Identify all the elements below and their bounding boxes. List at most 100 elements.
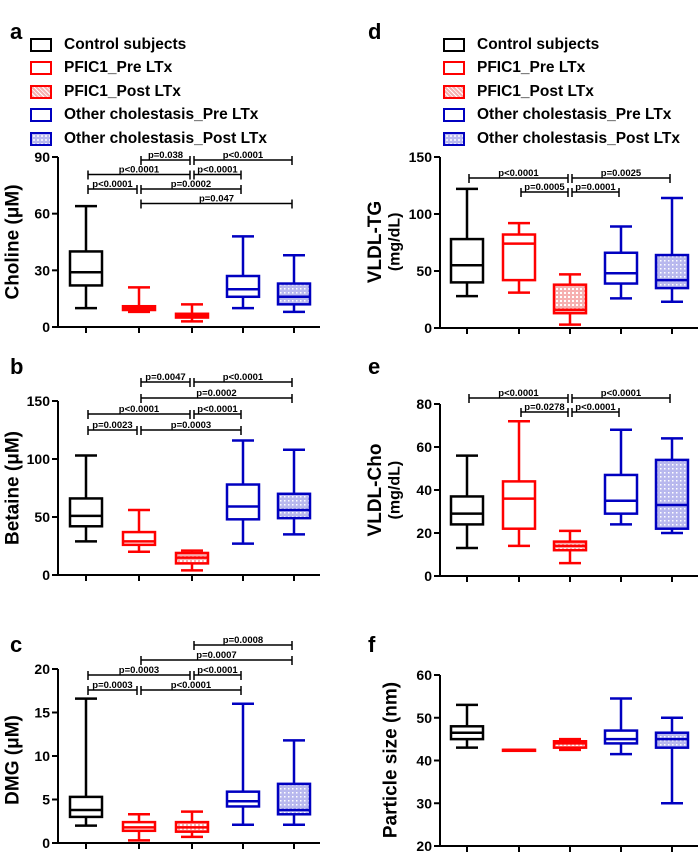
legend-swatch	[30, 84, 52, 99]
y-tick-label: 100	[27, 451, 51, 467]
legend-item: PFIC1_Post LTx	[443, 80, 680, 104]
box-4	[603, 473, 639, 515]
box-4	[225, 483, 261, 521]
box-4	[603, 729, 639, 745]
legend-item: Other cholestasis_Pre LTx	[443, 104, 680, 128]
p-value-label: p=0.0003	[119, 665, 159, 676]
panel-letter-e: e	[368, 354, 381, 379]
p-value-label: p<0.0001	[498, 388, 539, 399]
legend-item: Control subjects	[30, 33, 267, 57]
y-axis-unit: (mg/dL)	[386, 212, 404, 272]
y-tick-label: 90	[34, 149, 50, 165]
p-value-label: p<0.0001	[223, 372, 264, 383]
y-tick-label: 0	[424, 320, 432, 336]
legend-label: PFIC1_Post LTx	[477, 82, 594, 100]
p-value-label: p=0.0005	[524, 182, 565, 193]
y-tick-label: 100	[409, 206, 433, 222]
box-4	[225, 790, 261, 808]
panel-letter-f: f	[368, 632, 376, 657]
y-tick-label: 50	[416, 710, 432, 726]
y-tick-label: 20	[416, 838, 432, 854]
y-axis-title: VLDL-Cho	[364, 443, 386, 537]
box-5	[276, 492, 312, 520]
box-4	[603, 251, 639, 285]
box-1	[449, 495, 485, 526]
y-tick-label: 60	[416, 439, 432, 455]
legend-label: Other cholestasis_Post LTx	[477, 129, 680, 147]
p-value-label: p<0.0001	[223, 150, 264, 161]
p-value-label: p<0.0001	[119, 404, 160, 415]
box-2	[121, 530, 157, 547]
y-axis-title: DMG (μM)	[2, 715, 24, 805]
box-3	[552, 283, 588, 315]
y-tick-label: 150	[27, 393, 51, 409]
p-value-label: p<0.0001	[601, 388, 642, 399]
y-tick-label: 150	[409, 149, 433, 165]
legend-item: PFIC1_Pre LTx	[30, 57, 267, 81]
p-value-label: p<0.0001	[197, 165, 238, 176]
y-tick-label: 15	[34, 705, 50, 721]
legend-label: Other cholestasis_Post LTx	[64, 129, 267, 147]
legend-swatch	[443, 37, 465, 52]
legend-item: Control subjects	[443, 33, 680, 57]
y-axis-label: Betaine (μM)	[2, 430, 25, 546]
p-value-label: p=0.047	[199, 194, 234, 205]
panel-letter-a: a	[10, 19, 23, 44]
p-value-label: p=0.038	[148, 150, 183, 161]
y-tick-label: 30	[34, 262, 50, 278]
y-tick-label: 0	[42, 567, 50, 583]
p-value-label: p<0.0001	[498, 168, 539, 179]
y-tick-label: 40	[416, 753, 432, 769]
y-tick-label: 20	[416, 525, 432, 541]
legend-item: PFIC1_Pre LTx	[443, 57, 680, 81]
p-value-label: p=0.0008	[223, 635, 263, 646]
p-value-label: p=0.0003	[92, 680, 132, 691]
legend-item: Other cholestasis_Post LTx	[30, 127, 267, 151]
legend-right: Control subjects PFIC1_Pre LTx PFIC1_Post …	[443, 33, 680, 151]
box-2	[501, 480, 537, 530]
y-tick-label: 5	[42, 792, 50, 808]
legend-swatch	[30, 108, 52, 123]
p-value-label: p=0.0278	[524, 402, 564, 413]
legend-label: PFIC1_Post LTx	[64, 82, 181, 100]
legend-label: Other cholestasis_Pre LTx	[64, 106, 259, 124]
legend-left: Control subjects PFIC1_Pre LTx PFIC1_Post …	[30, 33, 267, 151]
p-value-label: p=0.0007	[196, 650, 236, 661]
p-value-label: p<0.0001	[119, 165, 160, 176]
y-axis-title: Particle size (nm)	[380, 681, 402, 839]
p-value-label: p=0.0025	[601, 168, 642, 179]
legend-label: Control subjects	[64, 35, 187, 53]
y-tick-label: 50	[416, 263, 432, 279]
y-tick-label: 40	[416, 482, 432, 498]
y-axis-unit: (mg/dL)	[386, 460, 404, 520]
legend-swatch	[443, 108, 465, 123]
y-tick-label: 0	[424, 568, 432, 584]
box-4	[225, 274, 261, 299]
y-axis-label: DMG (μM)	[2, 715, 25, 805]
y-tick-label: 60	[34, 206, 50, 222]
y-axis-title: Choline (μM)	[2, 184, 24, 300]
y-tick-label: 0	[42, 319, 50, 335]
y-axis-label: VLDL-Cho (mg/dL)	[364, 443, 404, 537]
y-axis-label: Choline (μM)	[2, 184, 25, 300]
legend-label: PFIC1_Pre LTx	[64, 59, 173, 77]
y-tick-label: 30	[416, 795, 432, 811]
legend-label: Other cholestasis_Pre LTx	[477, 106, 672, 124]
p-value-label: p<0.0001	[171, 680, 212, 691]
y-tick-label: 20	[34, 661, 50, 677]
box-5	[654, 253, 690, 290]
y-tick-label: 10	[34, 748, 50, 764]
panel-letter-b: b	[10, 354, 24, 379]
p-value-label: p=0.0002	[171, 179, 211, 190]
y-axis-title: Betaine (μM)	[2, 430, 24, 546]
box-5	[276, 282, 312, 306]
panel-letter-d: d	[368, 19, 382, 44]
legend-swatch	[30, 37, 52, 52]
y-axis-title: VLDL-TG	[364, 200, 386, 284]
y-tick-label: 50	[34, 509, 50, 525]
legend-item: Other cholestasis_Post LTx	[443, 127, 680, 151]
box-1	[68, 497, 104, 528]
y-tick-label: 0	[42, 835, 50, 851]
box-1	[68, 250, 104, 287]
